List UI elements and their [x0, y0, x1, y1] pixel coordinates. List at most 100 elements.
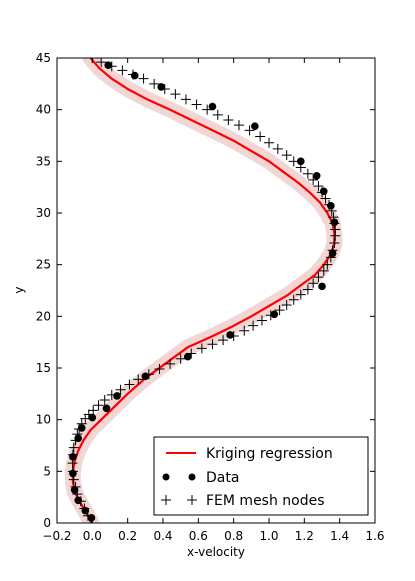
mesh-node [313, 181, 324, 192]
mesh-node [329, 237, 340, 248]
mesh-node [170, 89, 181, 100]
mesh-node [96, 58, 107, 68]
y-tick-label: 10 [36, 413, 51, 427]
data-point [319, 187, 328, 196]
kriging-regression-line [71, 58, 336, 523]
mesh-node [68, 442, 79, 453]
mesh-node [117, 65, 128, 76]
y-axis-label: y [12, 286, 26, 293]
data-point [330, 218, 339, 227]
data-point [312, 172, 321, 180]
mesh-node [223, 115, 234, 125]
mesh-node [212, 109, 223, 120]
data-point [74, 496, 82, 505]
mesh-node [308, 278, 319, 289]
x-tick-label: 1.4 [330, 529, 349, 543]
data-point [297, 157, 305, 166]
plot-frame [56, 57, 376, 524]
data-point [77, 424, 86, 432]
mesh-node [255, 131, 266, 142]
mesh-node [264, 137, 274, 148]
mesh-node [318, 265, 329, 276]
x-tick-label: 0.4 [153, 529, 172, 543]
mesh-node [248, 320, 259, 331]
mesh-node [180, 94, 191, 105]
data-point [113, 392, 121, 400]
data-point [81, 506, 90, 515]
mesh-node [288, 294, 299, 305]
data-point [270, 310, 279, 319]
y-tick-label: 15 [36, 361, 51, 375]
axes: −0.2 0.0 0.2 0.4 0.6 0.8 1.0 1.2 1.4 1.6 0 5 10 15 20 2… [36, 51, 385, 543]
data-point [74, 434, 82, 443]
legend-data-marker [162, 473, 170, 481]
regression-line-layer [71, 58, 336, 523]
legend-mesh-marker [161, 495, 171, 505]
data-point [104, 61, 113, 70]
data-point [183, 352, 192, 361]
mesh-node [124, 379, 135, 390]
mesh-node [330, 224, 341, 235]
data-point [157, 83, 166, 91]
mesh-node [196, 343, 207, 354]
legend-mesh-label: FEM mesh nodes [206, 493, 325, 509]
mesh-node [154, 364, 165, 375]
mesh-node [99, 395, 110, 406]
mesh-node [244, 125, 255, 136]
data-point [70, 486, 79, 494]
data-point [69, 453, 77, 461]
y-tick-label: 0 [43, 516, 51, 530]
mesh-node [320, 193, 331, 204]
mesh-node [207, 339, 218, 350]
data-point [251, 122, 259, 130]
y-tick-label: 20 [36, 309, 51, 323]
y-tick-label: 25 [36, 258, 51, 272]
x-tick-label: 0.6 [189, 529, 208, 543]
mesh-node [313, 272, 324, 283]
mesh-node [149, 78, 160, 89]
mesh-node [191, 99, 202, 110]
data-point [69, 469, 77, 478]
mesh-node [239, 325, 250, 336]
mesh-node [281, 150, 292, 161]
mesh-node [256, 315, 267, 326]
y-tick-label: 5 [43, 464, 51, 478]
data-point-layer [69, 61, 339, 522]
legend-data-marker [188, 473, 196, 481]
legend: Kriging regression Data FEM mesh nodes [153, 436, 369, 516]
mesh-node [295, 289, 306, 300]
y-tick-label: 45 [36, 51, 51, 65]
mesh-node [233, 120, 244, 131]
mesh-node [274, 305, 285, 316]
data-point [88, 413, 97, 422]
x-tick-label: 1.2 [295, 529, 314, 543]
mesh-node [322, 259, 333, 270]
legend-mesh-marker [187, 495, 197, 505]
y-tick-label: 40 [36, 103, 51, 117]
legend-regression-label: Kriging regression [206, 446, 333, 462]
data-point [318, 282, 326, 291]
mesh-node [272, 143, 283, 154]
y-tick-label: 35 [36, 154, 51, 168]
mesh-node [165, 358, 176, 369]
mesh-node [281, 299, 292, 310]
mesh-node [133, 374, 144, 385]
mesh-node [138, 73, 149, 84]
legend-data-label: Data [206, 470, 239, 486]
x-tick-label: 1.0 [259, 529, 278, 543]
x-tick-label: 0.8 [224, 529, 243, 543]
x-axis-label: x-velocity [187, 545, 245, 559]
y-tick-label: 30 [36, 206, 51, 220]
data-point [226, 331, 234, 339]
data-point [208, 102, 217, 111]
data-point [141, 372, 150, 381]
mesh-node [218, 335, 229, 346]
data-point [327, 201, 335, 210]
x-tick-label: 0.0 [83, 529, 102, 543]
mesh-node [115, 384, 126, 395]
x-tick-label: 0.2 [118, 529, 137, 543]
mesh-node [88, 405, 99, 416]
data-point [87, 514, 96, 522]
mesh-node [93, 400, 104, 411]
